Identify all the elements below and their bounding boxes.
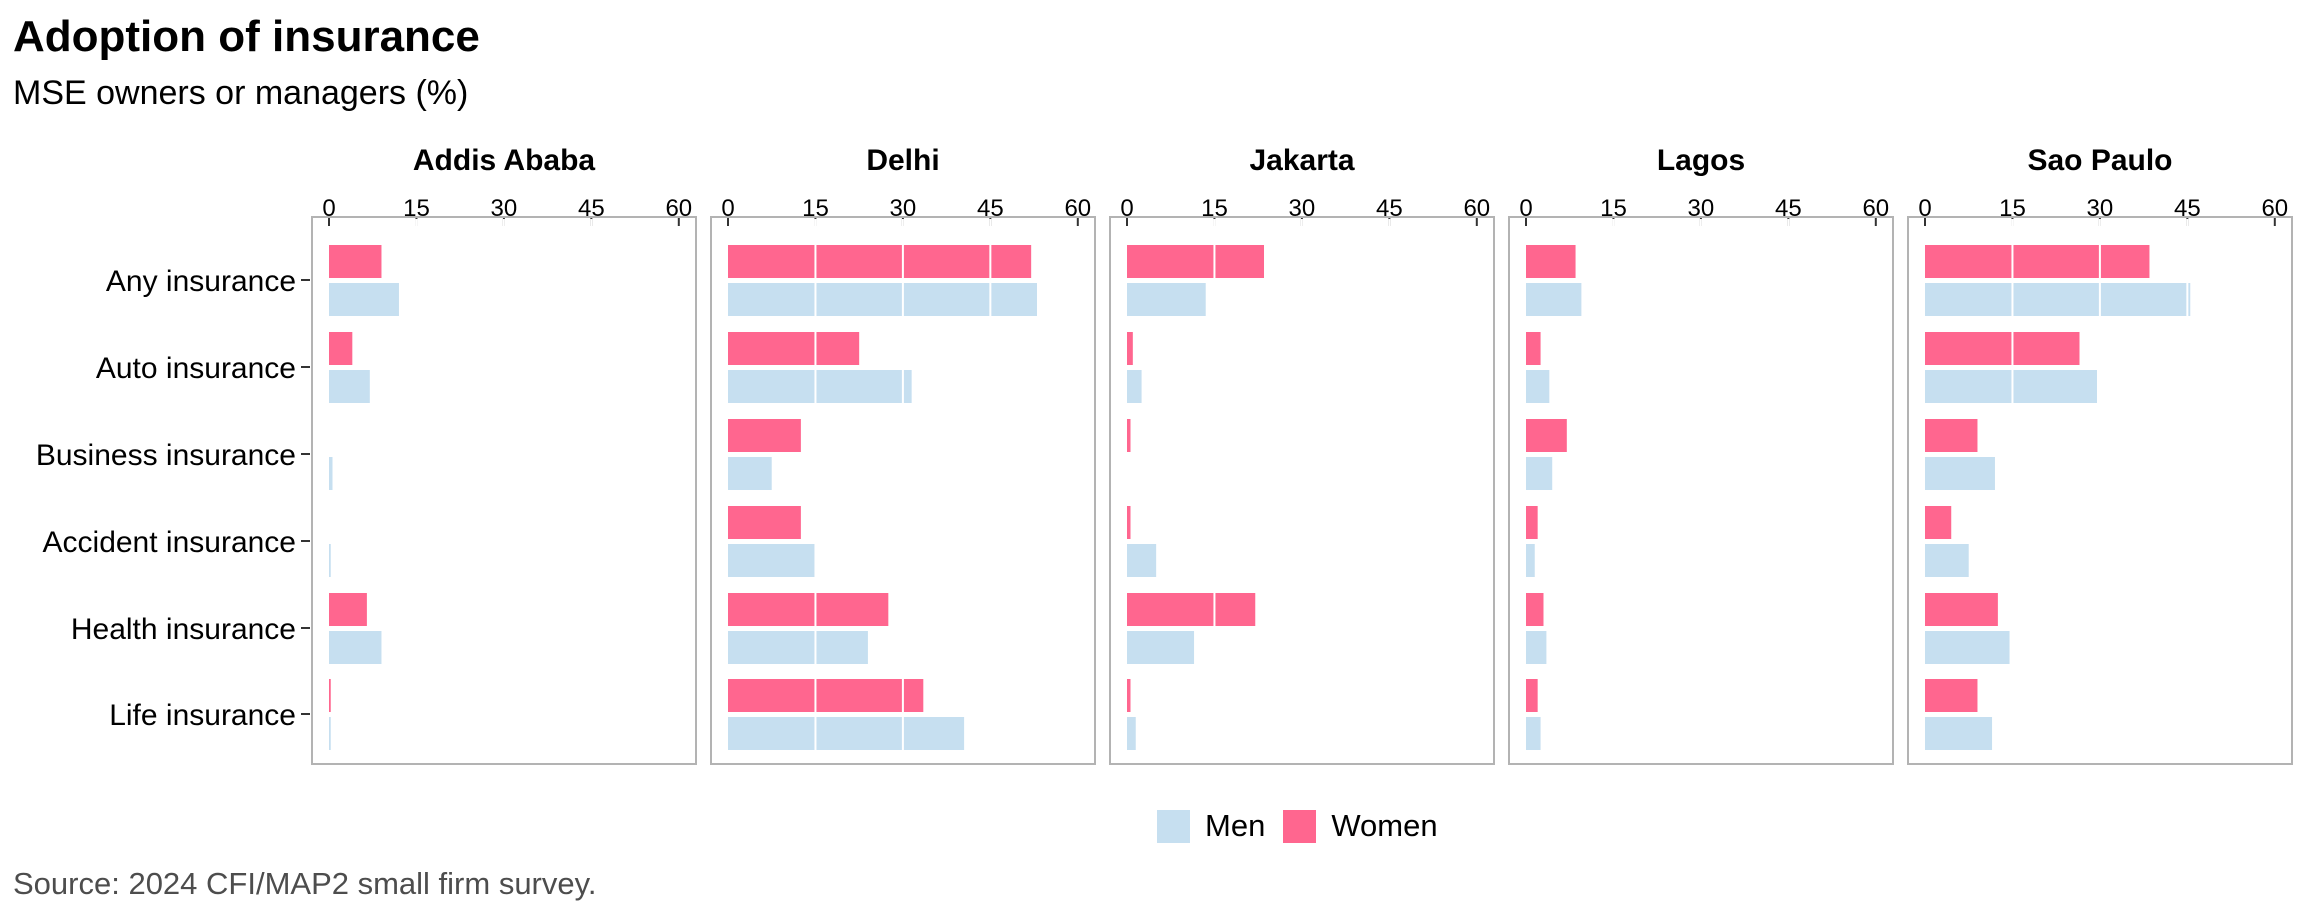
bar-men-lagos-business-insurance <box>1526 457 1553 490</box>
bar-men-addis-ababa-health-insurance <box>329 631 382 664</box>
bar-women-addis-ababa-health-insurance <box>329 593 367 626</box>
facet-title-jakarta: Jakarta <box>1249 144 1354 177</box>
legend-item-men[interactable]: Men <box>1157 808 1265 844</box>
bar-men-delhi-health-insurance <box>728 631 868 664</box>
y-label-auto-insurance: Auto insurance <box>96 352 296 385</box>
bar-men-jakarta-health-insurance <box>1127 631 1195 664</box>
bar-men-jakarta-accident-insurance <box>1127 544 1157 577</box>
bar-women-delhi-health-insurance <box>728 593 889 626</box>
bar-women-delhi-any-insurance <box>728 245 1032 278</box>
source-note: Source: 2024 CFI/MAP2 small firm survey. <box>13 866 597 901</box>
bar-women-addis-ababa-life-insurance <box>329 679 331 712</box>
x-tick-label-lagos-0: 0 <box>1519 195 1532 222</box>
bar-women-lagos-health-insurance <box>1526 593 1544 626</box>
bar-men-lagos-life-insurance <box>1526 717 1541 750</box>
bar-men-lagos-any-insurance <box>1526 283 1582 316</box>
bar-men-lagos-health-insurance <box>1526 631 1547 664</box>
chart-subtitle: MSE owners or managers (%) <box>13 74 469 112</box>
y-label-accident-insurance: Accident insurance <box>43 526 296 559</box>
panel-border-delhi <box>710 216 1096 765</box>
bar-women-addis-ababa-auto-insurance <box>329 332 353 365</box>
bar-women-jakarta-life-insurance <box>1127 679 1131 712</box>
bar-women-sao-paulo-accident-insurance <box>1925 506 1952 539</box>
legend-swatch-men <box>1157 809 1190 843</box>
bar-men-delhi-life-insurance <box>728 717 965 750</box>
panel-border-sao-paulo <box>1907 216 2293 765</box>
bar-women-lagos-life-insurance <box>1526 679 1538 712</box>
bar-women-jakarta-health-insurance <box>1127 593 1256 626</box>
bar-men-delhi-accident-insurance <box>728 544 816 577</box>
bar-women-delhi-business-insurance <box>728 419 801 452</box>
panel-border-addis-ababa <box>311 216 697 765</box>
legend-item-women[interactable]: Women <box>1283 808 1438 844</box>
x-tick-label-jakarta-0: 0 <box>1120 195 1133 222</box>
chart-title: Adoption of insurance <box>13 12 480 61</box>
bar-men-delhi-auto-insurance <box>728 370 912 403</box>
bar-women-sao-paulo-any-insurance <box>1925 245 2150 278</box>
bar-women-jakarta-accident-insurance <box>1127 506 1131 539</box>
bar-men-sao-paulo-business-insurance <box>1925 457 1995 490</box>
bar-women-lagos-any-insurance <box>1526 245 1576 278</box>
bar-women-lagos-business-insurance <box>1526 419 1567 452</box>
bar-men-jakarta-auto-insurance <box>1127 370 1142 403</box>
bar-men-addis-ababa-auto-insurance <box>329 370 370 403</box>
y-label-any-insurance: Any insurance <box>106 265 296 298</box>
facet-title-lagos: Lagos <box>1657 144 1745 177</box>
bar-men-addis-ababa-any-insurance <box>329 283 399 316</box>
panel-border-jakarta <box>1109 216 1495 765</box>
bar-men-addis-ababa-life-insurance <box>329 717 331 750</box>
legend-swatch-women <box>1283 809 1317 843</box>
x-tick-label-sao-paulo-0: 0 <box>1918 195 1931 222</box>
bar-men-jakarta-life-insurance <box>1127 717 1136 750</box>
bar-men-delhi-business-insurance <box>728 457 772 490</box>
bar-women-sao-paulo-life-insurance <box>1925 679 1978 712</box>
bar-men-delhi-any-insurance <box>728 283 1037 316</box>
bar-women-delhi-accident-insurance <box>728 506 801 539</box>
y-label-life-insurance: Life insurance <box>109 699 296 732</box>
bar-women-jakarta-business-insurance <box>1127 419 1131 452</box>
legend: Men Women <box>1157 808 1456 844</box>
facet-title-addis-ababa: Addis Ababa <box>413 144 596 177</box>
facet-title-delhi: Delhi <box>866 144 939 177</box>
panel-border-lagos <box>1508 216 1894 765</box>
bar-men-sao-paulo-life-insurance <box>1925 717 1993 750</box>
bar-women-jakarta-any-insurance <box>1127 245 1265 278</box>
bar-men-addis-ababa-business-insurance <box>329 457 333 490</box>
legend-label-men: Men <box>1205 808 1266 843</box>
x-tick-label-addis-ababa-0: 0 <box>322 195 335 222</box>
bar-men-sao-paulo-any-insurance <box>1925 283 2191 316</box>
bar-women-jakarta-auto-insurance <box>1127 332 1133 365</box>
bar-men-sao-paulo-health-insurance <box>1925 631 2010 664</box>
bar-women-sao-paulo-business-insurance <box>1925 419 1978 452</box>
bar-women-lagos-auto-insurance <box>1526 332 1541 365</box>
bar-women-sao-paulo-health-insurance <box>1925 593 1998 626</box>
bar-men-lagos-accident-insurance <box>1526 544 1535 577</box>
bar-men-jakarta-any-insurance <box>1127 283 1206 316</box>
bar-women-sao-paulo-auto-insurance <box>1925 332 2080 365</box>
y-label-business-insurance: Business insurance <box>36 439 296 472</box>
bar-men-lagos-auto-insurance <box>1526 370 1550 403</box>
bar-women-delhi-life-insurance <box>728 679 924 712</box>
bar-women-delhi-auto-insurance <box>728 332 860 365</box>
bar-men-addis-ababa-accident-insurance <box>329 544 331 577</box>
bar-women-addis-ababa-any-insurance <box>329 245 382 278</box>
facet-title-sao-paulo: Sao Paulo <box>2027 144 2172 177</box>
bar-men-sao-paulo-auto-insurance <box>1925 370 2097 403</box>
y-label-health-insurance: Health insurance <box>71 613 296 646</box>
bar-men-sao-paulo-accident-insurance <box>1925 544 1969 577</box>
x-tick-label-delhi-0: 0 <box>721 195 734 222</box>
legend-label-women: Women <box>1331 808 1438 843</box>
bar-women-lagos-accident-insurance <box>1526 506 1538 539</box>
